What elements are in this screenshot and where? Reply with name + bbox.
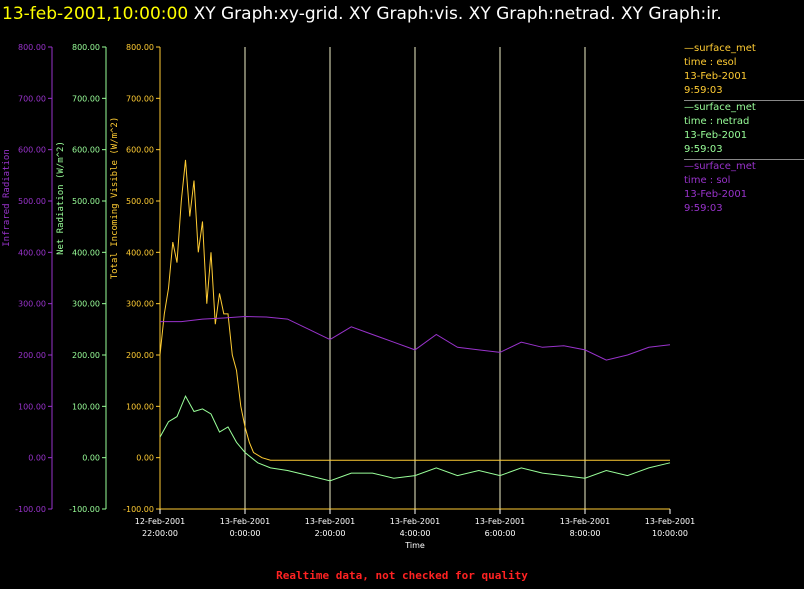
x-tick-date: 13-Feb-2001 [475, 517, 525, 526]
x-tick-time: 2:00:00 [315, 529, 346, 538]
x-axis-title: Time [404, 541, 425, 550]
legend-date: 13-Feb-2001 [684, 189, 748, 200]
legend-title: —surface_met [684, 102, 756, 113]
x-tick-date: 12-Feb-2001 [135, 517, 185, 526]
x-tick-date: 13-Feb-2001 [560, 517, 610, 526]
y-axis-title-infrared: Infrared Radiation [2, 149, 12, 247]
legend-time: 9:59:03 [684, 85, 723, 96]
header-title: 13-feb-2001,10:00:00 XY Graph:xy-grid. X… [2, 4, 722, 24]
y-tick-label: 400.00 [126, 248, 154, 257]
x-tick-time: 8:00:00 [570, 529, 601, 538]
x-tick-date: 13-Feb-2001 [390, 517, 440, 526]
y-tick-label: -100.00 [15, 505, 46, 514]
header-timestamp: 13-feb-2001,10:00:00 [2, 4, 189, 24]
y-tick-label: 500.00 [126, 197, 154, 206]
y-tick-label: 300.00 [18, 300, 46, 309]
x-tick-time: 10:00:00 [652, 529, 688, 538]
legend-time: 9:59:03 [684, 144, 723, 155]
legend-entry-esol: —surface_met time : esol 13-Feb-2001 9:5… [684, 42, 804, 101]
y-tick-label: 0.00 [82, 454, 100, 463]
series-line-visible [159, 159, 670, 461]
x-tick-date: 13-Feb-2001 [220, 517, 270, 526]
y-tick-label: 200.00 [126, 351, 154, 360]
y-tick-label: -100.00 [123, 505, 154, 514]
y-tick-label: 400.00 [18, 248, 46, 257]
y-tick-label: 500.00 [72, 197, 100, 206]
y-tick-label: 100.00 [18, 402, 46, 411]
x-tick-time: 6:00:00 [485, 529, 516, 538]
y-tick-label: 700.00 [72, 94, 100, 103]
y-tick-label: 200.00 [18, 351, 46, 360]
legend-entry-sol: —surface_met time : sol 13-Feb-2001 9:59… [684, 160, 804, 216]
y-tick-label: 0.00 [136, 454, 154, 463]
legend-entry-netrad: —surface_met time : netrad 13-Feb-2001 9… [684, 101, 804, 160]
footer-note: Realtime data, not checked for quality [276, 569, 528, 582]
y-tick-label: 400.00 [72, 248, 100, 257]
legend-title: —surface_met [684, 43, 756, 54]
y-tick-label: 600.00 [72, 146, 100, 155]
x-tick-date: 13-Feb-2001 [305, 517, 355, 526]
y-tick-label: 700.00 [126, 94, 154, 103]
y-tick-label: 0.00 [28, 454, 46, 463]
x-tick-time: 0:00:00 [230, 529, 261, 538]
series-line-netrad [159, 394, 671, 482]
header-graph-list: XY Graph:xy-grid. XY Graph:vis. XY Graph… [193, 4, 722, 24]
y-tick-label: 300.00 [126, 300, 154, 309]
legend-var: time : netrad [684, 116, 750, 127]
x-tick-time: 22:00:00 [142, 529, 178, 538]
y-tick-label: 100.00 [72, 402, 100, 411]
legend-date: 13-Feb-2001 [684, 71, 748, 82]
x-tick-date: 13-Feb-2001 [645, 517, 695, 526]
legend-time: 9:59:03 [684, 203, 723, 214]
y-tick-label: 800.00 [18, 43, 46, 52]
legend-var: time : esol [684, 57, 737, 68]
y-tick-label: 300.00 [72, 300, 100, 309]
y-tick-label: 700.00 [18, 94, 46, 103]
x-tick-time: 4:00:00 [400, 529, 431, 538]
y-tick-label: 800.00 [126, 43, 154, 52]
y-tick-label: -100.00 [69, 505, 100, 514]
y-tick-label: 500.00 [18, 197, 46, 206]
y-tick-label: 600.00 [126, 146, 154, 155]
legend-var: time : sol [684, 175, 731, 186]
y-tick-label: 600.00 [18, 146, 46, 155]
y-tick-label: 800.00 [72, 43, 100, 52]
y-axis-title-netrad: Net Radiation (W/m^2) [56, 141, 66, 255]
legend-title: —surface_met [684, 161, 756, 172]
legend-date: 13-Feb-2001 [684, 130, 748, 141]
y-tick-label: 100.00 [126, 402, 154, 411]
legend: —surface_met time : esol 13-Feb-2001 9:5… [684, 42, 804, 216]
y-tick-label: 200.00 [72, 351, 100, 360]
y-axis-title-visible: Total Incoming Visible (W/m^2) [110, 117, 120, 280]
series-line-infrared [160, 315, 671, 361]
